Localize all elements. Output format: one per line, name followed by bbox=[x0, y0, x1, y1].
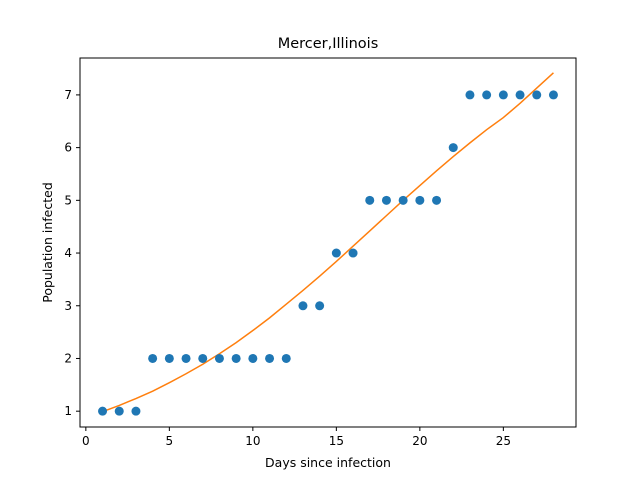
data-point bbox=[181, 353, 191, 363]
data-point bbox=[348, 248, 358, 258]
y-tick-label: 5 bbox=[64, 193, 72, 207]
data-point bbox=[231, 353, 241, 363]
data-point bbox=[131, 406, 141, 416]
y-tick-label: 3 bbox=[64, 299, 72, 313]
y-tick-label: 2 bbox=[64, 351, 72, 365]
y-axis-label: Population infected bbox=[40, 182, 55, 303]
data-point bbox=[465, 90, 475, 100]
y-tick-label: 1 bbox=[64, 404, 72, 418]
fit-line bbox=[102, 72, 554, 413]
data-point bbox=[381, 195, 391, 205]
data-point bbox=[248, 353, 258, 363]
data-point bbox=[265, 353, 275, 363]
data-point bbox=[98, 406, 108, 416]
data-point bbox=[148, 353, 158, 363]
x-tick-label: 25 bbox=[496, 434, 511, 448]
x-tick-label: 15 bbox=[329, 434, 344, 448]
x-tick-label: 20 bbox=[412, 434, 427, 448]
x-tick-label: 5 bbox=[166, 434, 174, 448]
data-point bbox=[415, 195, 425, 205]
y-tick-label: 4 bbox=[64, 246, 72, 260]
y-tick-label: 6 bbox=[64, 141, 72, 155]
data-point bbox=[365, 195, 375, 205]
y-tick-label: 7 bbox=[64, 88, 72, 102]
data-point bbox=[532, 90, 542, 100]
data-point bbox=[315, 301, 325, 311]
data-point bbox=[398, 195, 408, 205]
x-tick-label: 0 bbox=[82, 434, 90, 448]
data-point bbox=[281, 353, 291, 363]
data-point bbox=[482, 90, 492, 100]
data-point bbox=[331, 248, 341, 258]
axes-frame bbox=[79, 57, 577, 428]
x-axis-label: Days since infection bbox=[265, 455, 391, 470]
x-tick-label: 10 bbox=[245, 434, 260, 448]
data-point bbox=[515, 90, 525, 100]
data-point bbox=[198, 353, 208, 363]
data-point bbox=[448, 143, 458, 153]
data-point bbox=[548, 90, 558, 100]
data-point bbox=[114, 406, 124, 416]
data-point bbox=[498, 90, 508, 100]
data-point bbox=[164, 353, 174, 363]
data-point bbox=[432, 195, 442, 205]
data-point bbox=[298, 301, 308, 311]
data-point bbox=[214, 353, 224, 363]
plot-area bbox=[98, 72, 558, 416]
chart-title: Mercer,Illinois bbox=[278, 36, 379, 52]
